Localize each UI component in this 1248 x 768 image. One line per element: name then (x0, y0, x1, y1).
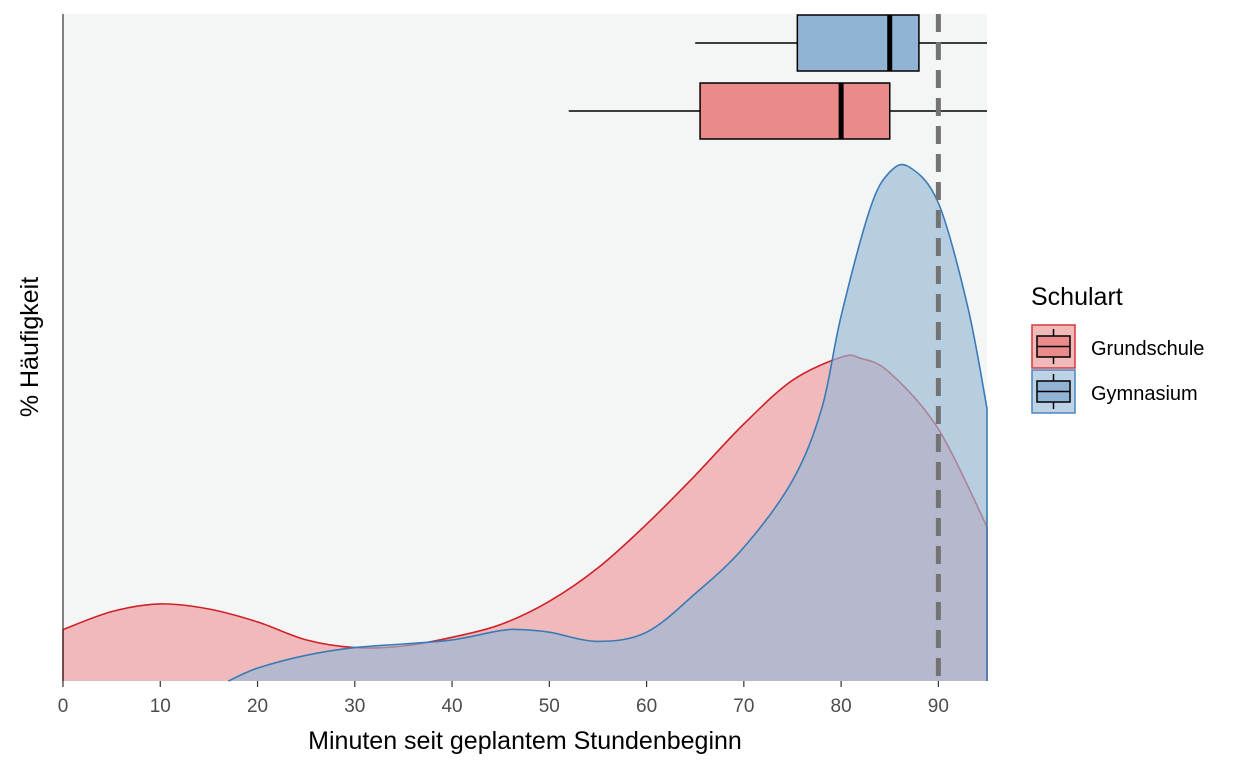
x-axis-ticks: 0 10 20 30 40 50 60 70 80 90 (58, 681, 949, 717)
x-tick-label-0: 0 (58, 696, 69, 717)
x-tick-label-30: 30 (344, 696, 365, 717)
boxplots (568, 14, 987, 140)
x-tick-label-20: 20 (247, 696, 268, 717)
legend: Schulart Grundschule Gymnasium (1031, 283, 1204, 414)
y-axis-title: % Häufigkeit (16, 277, 44, 417)
legend-label-grundschule: Grundschule (1091, 338, 1204, 360)
legend-label-gymnasium: Gymnasium (1091, 383, 1198, 405)
x-tick-label-70: 70 (733, 696, 754, 717)
x-tick-label-50: 50 (539, 696, 560, 717)
boxplot-gymnasium-box (796, 14, 920, 72)
legend-item-gymnasium: Gymnasium (1031, 369, 1198, 414)
legend-item-grundschule: Grundschule (1031, 324, 1204, 369)
x-tick-label-10: 10 (150, 696, 171, 717)
boxplot-grundschule-box (699, 82, 891, 140)
density-areas (62, 163, 988, 682)
x-tick-label-60: 60 (636, 696, 657, 717)
density-area-gymnasium (228, 164, 988, 682)
x-tick-label-90: 90 (928, 696, 949, 717)
x-axis-title: Minuten seit geplantem Stundenbeginn (308, 727, 742, 755)
x-tick-label-40: 40 (441, 696, 462, 717)
x-tick-label-80: 80 (831, 696, 852, 717)
legend-title: Schulart (1031, 283, 1123, 311)
density-line-gymnasium (227, 163, 988, 682)
